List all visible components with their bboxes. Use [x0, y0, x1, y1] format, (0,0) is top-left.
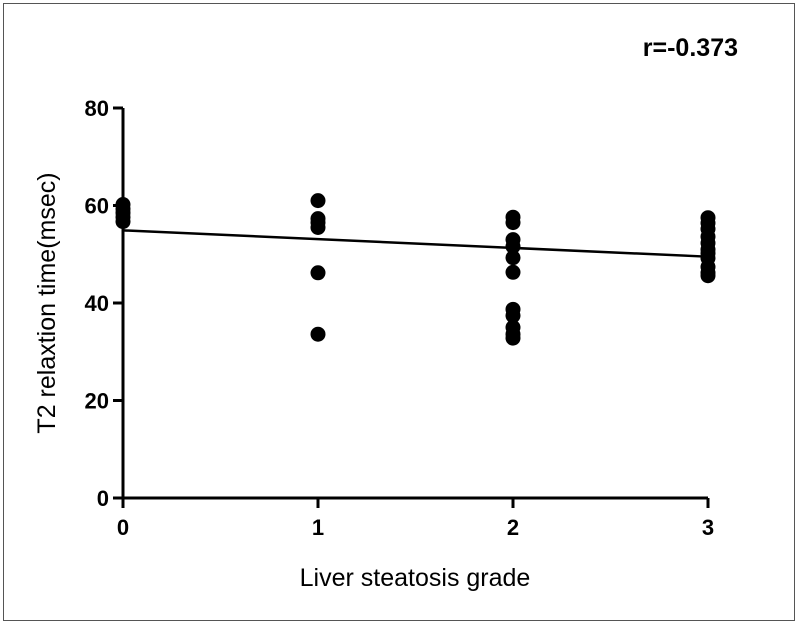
data-point — [505, 238, 521, 254]
axes: 0 20 40 60 80 0 1 2 3 — [85, 96, 715, 540]
data-point — [505, 308, 521, 324]
data-point — [310, 219, 326, 235]
y-tick-label: 0 — [97, 486, 109, 511]
y-tick-label: 40 — [85, 291, 109, 316]
data-points — [115, 193, 716, 346]
data-point — [115, 214, 131, 230]
x-axis-title: Liver steatosis grade — [300, 564, 531, 592]
x-tick-label: 2 — [507, 515, 519, 540]
data-point — [505, 264, 521, 280]
x-tick-label: 3 — [702, 515, 714, 540]
data-point — [700, 268, 716, 284]
y-tick-label: 80 — [85, 96, 109, 121]
y-tick-label: 60 — [85, 194, 109, 219]
data-point — [505, 215, 521, 231]
y-axis-title: T2 relaxtion time(msec) — [33, 172, 61, 433]
y-tick-label: 20 — [85, 389, 109, 414]
figure-frame — [3, 3, 795, 621]
x-tick-label: 1 — [312, 515, 324, 540]
data-point — [310, 326, 326, 342]
data-point — [310, 265, 326, 281]
data-point — [505, 330, 521, 346]
x-tick-label: 0 — [117, 515, 129, 540]
data-point — [505, 250, 521, 266]
regression-line — [122, 229, 709, 258]
correlation-annotation: r=-0.373 — [643, 34, 738, 62]
data-point — [310, 193, 326, 209]
